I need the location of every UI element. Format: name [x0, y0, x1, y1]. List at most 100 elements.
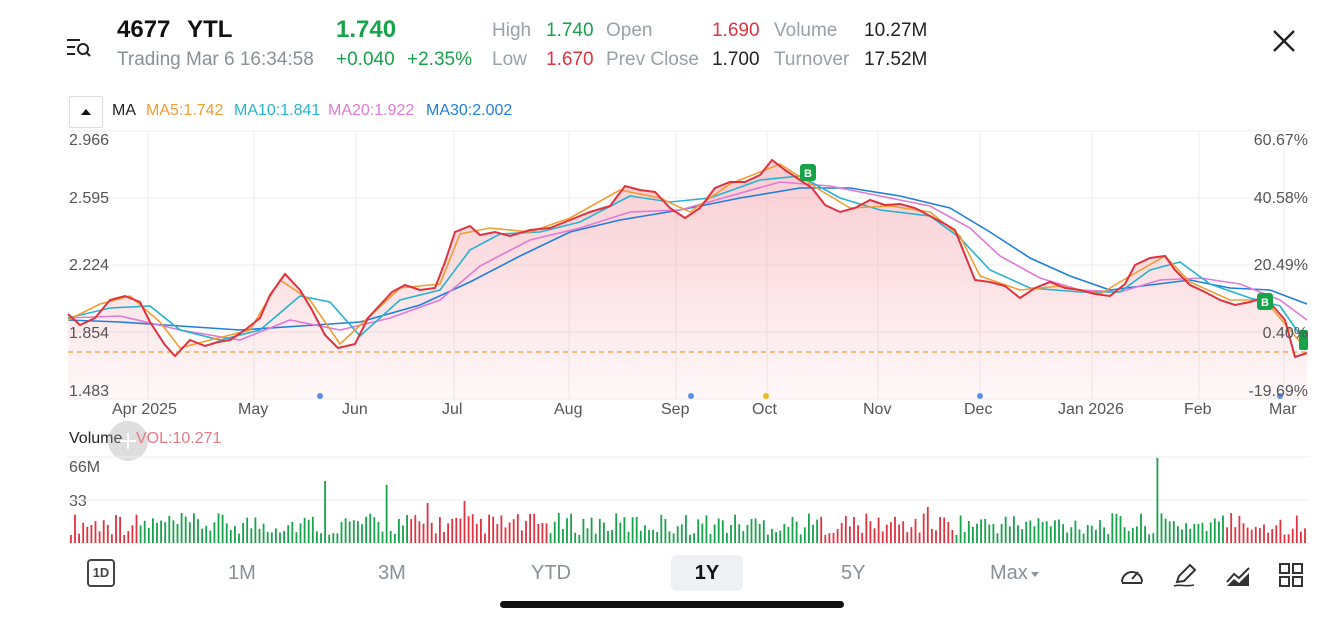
- prev-close-label: Prev Close: [606, 49, 699, 70]
- volume-bar: [1095, 529, 1097, 543]
- volume-bar: [676, 526, 679, 543]
- volume-bar: [1181, 529, 1183, 543]
- volume-bar: [808, 513, 810, 543]
- volume-bar: [980, 519, 982, 543]
- pen-draw-icon[interactable]: [1172, 562, 1198, 588]
- buy-marker[interactable]: B: [1257, 293, 1273, 310]
- volume-bar: [959, 515, 962, 543]
- ma-collapse-toggle[interactable]: [69, 96, 103, 128]
- volume-bars: [70, 458, 1306, 543]
- volume-bar: [664, 519, 667, 543]
- volume-bar: [135, 514, 138, 543]
- stock-ticker: 4677 YTL: [117, 16, 232, 44]
- price-axis-label: 2.966: [69, 132, 110, 149]
- tab-max[interactable]: Max: [990, 562, 1040, 585]
- volume-bar: [865, 513, 868, 543]
- month-label: Jun: [342, 401, 368, 418]
- volume-title: Volume: [69, 430, 123, 447]
- event-dots: [317, 393, 1283, 399]
- volume-bar: [1107, 534, 1110, 543]
- volume-bar: [197, 519, 199, 543]
- volume-bar: [1160, 513, 1163, 543]
- volume-bar: [287, 525, 290, 543]
- volume-bar: [1136, 526, 1138, 543]
- volume-bar: [849, 526, 851, 543]
- volume-bar: [750, 519, 753, 543]
- volume-bar: [758, 523, 761, 543]
- volume-bar: [545, 523, 548, 543]
- volume-bar: [689, 534, 691, 543]
- volume-bar: [734, 514, 736, 543]
- tab-ytd[interactable]: YTD: [531, 562, 571, 584]
- volume-bar: [217, 513, 220, 543]
- volume-bar: [791, 517, 794, 543]
- volume-bar: [1291, 528, 1294, 543]
- volume-bar: [1287, 534, 1290, 543]
- crosshair-handle[interactable]: [108, 421, 148, 461]
- chart-type-icon[interactable]: [1225, 562, 1251, 588]
- turnover-label: Turnover: [774, 49, 850, 70]
- volume-bar: [496, 524, 499, 543]
- menu-search-icon[interactable]: [66, 36, 92, 58]
- volume-bar: [1078, 529, 1081, 543]
- volume-bar: [410, 519, 413, 543]
- home-indicator[interactable]: [500, 601, 844, 608]
- volume-bar: [467, 516, 470, 543]
- low-label: Low: [492, 49, 527, 70]
- volume-bar: [1066, 532, 1069, 543]
- tab-3m[interactable]: 3M: [378, 562, 406, 584]
- tab-1y[interactable]: 1Y: [671, 555, 743, 591]
- volume-bar: [393, 534, 396, 543]
- volume-bar: [799, 534, 802, 543]
- volume-bar: [1234, 527, 1237, 543]
- volume-bar: [1218, 521, 1220, 543]
- volume-bar: [160, 520, 162, 543]
- volume-bar: [1029, 520, 1032, 543]
- volume-bar: [574, 532, 577, 543]
- volume-bar: [98, 531, 101, 543]
- volume-bar: [115, 515, 117, 543]
- grid-layout-icon[interactable]: [1278, 562, 1304, 588]
- volume-bar: [1246, 527, 1249, 543]
- tab-1m[interactable]: 1M: [228, 562, 256, 584]
- volume-bar: [1185, 523, 1187, 543]
- buy-marker-label: B: [804, 168, 812, 180]
- volume-bar: [164, 522, 167, 543]
- volume-bar: [972, 526, 974, 543]
- volume-bar: [631, 517, 634, 543]
- volume-bar: [627, 531, 630, 543]
- volume-bar: [1177, 526, 1179, 543]
- turnover-value: 17.52M: [864, 49, 928, 70]
- volume-bar: [377, 521, 380, 543]
- volume-bar: [607, 530, 609, 543]
- volume-bar: [967, 521, 970, 543]
- volume-bar: [844, 516, 847, 543]
- volume-bar: [926, 507, 929, 543]
- volume-bar: [500, 515, 503, 543]
- volume-bar: [156, 522, 158, 543]
- volume-value-label: VOL:10.271: [136, 430, 222, 447]
- buy-marker[interactable]: B: [800, 164, 816, 181]
- volume-bar: [74, 514, 76, 543]
- volume-bar: [295, 532, 298, 543]
- volume-bar: [131, 525, 134, 543]
- month-label: Oct: [752, 401, 777, 418]
- volume-bar: [1041, 522, 1044, 543]
- volume-bar: [86, 526, 89, 543]
- volume-bar: [1000, 524, 1003, 543]
- pct-axis-label: 40.58%: [1253, 190, 1308, 207]
- volume-bar: [123, 534, 126, 543]
- volume-bar: [316, 531, 318, 543]
- speedometer-icon[interactable]: [1119, 562, 1145, 588]
- tab-1d[interactable]: 1D: [87, 559, 115, 587]
- volume-bar: [1090, 525, 1093, 543]
- volume-bar: [709, 533, 712, 543]
- volume-bar: [439, 517, 441, 543]
- close-icon[interactable]: [1270, 27, 1298, 55]
- volume-bar: [147, 527, 150, 543]
- volume-bar: [242, 523, 244, 543]
- tab-5y[interactable]: 5Y: [841, 562, 866, 584]
- volume-bar: [590, 517, 593, 543]
